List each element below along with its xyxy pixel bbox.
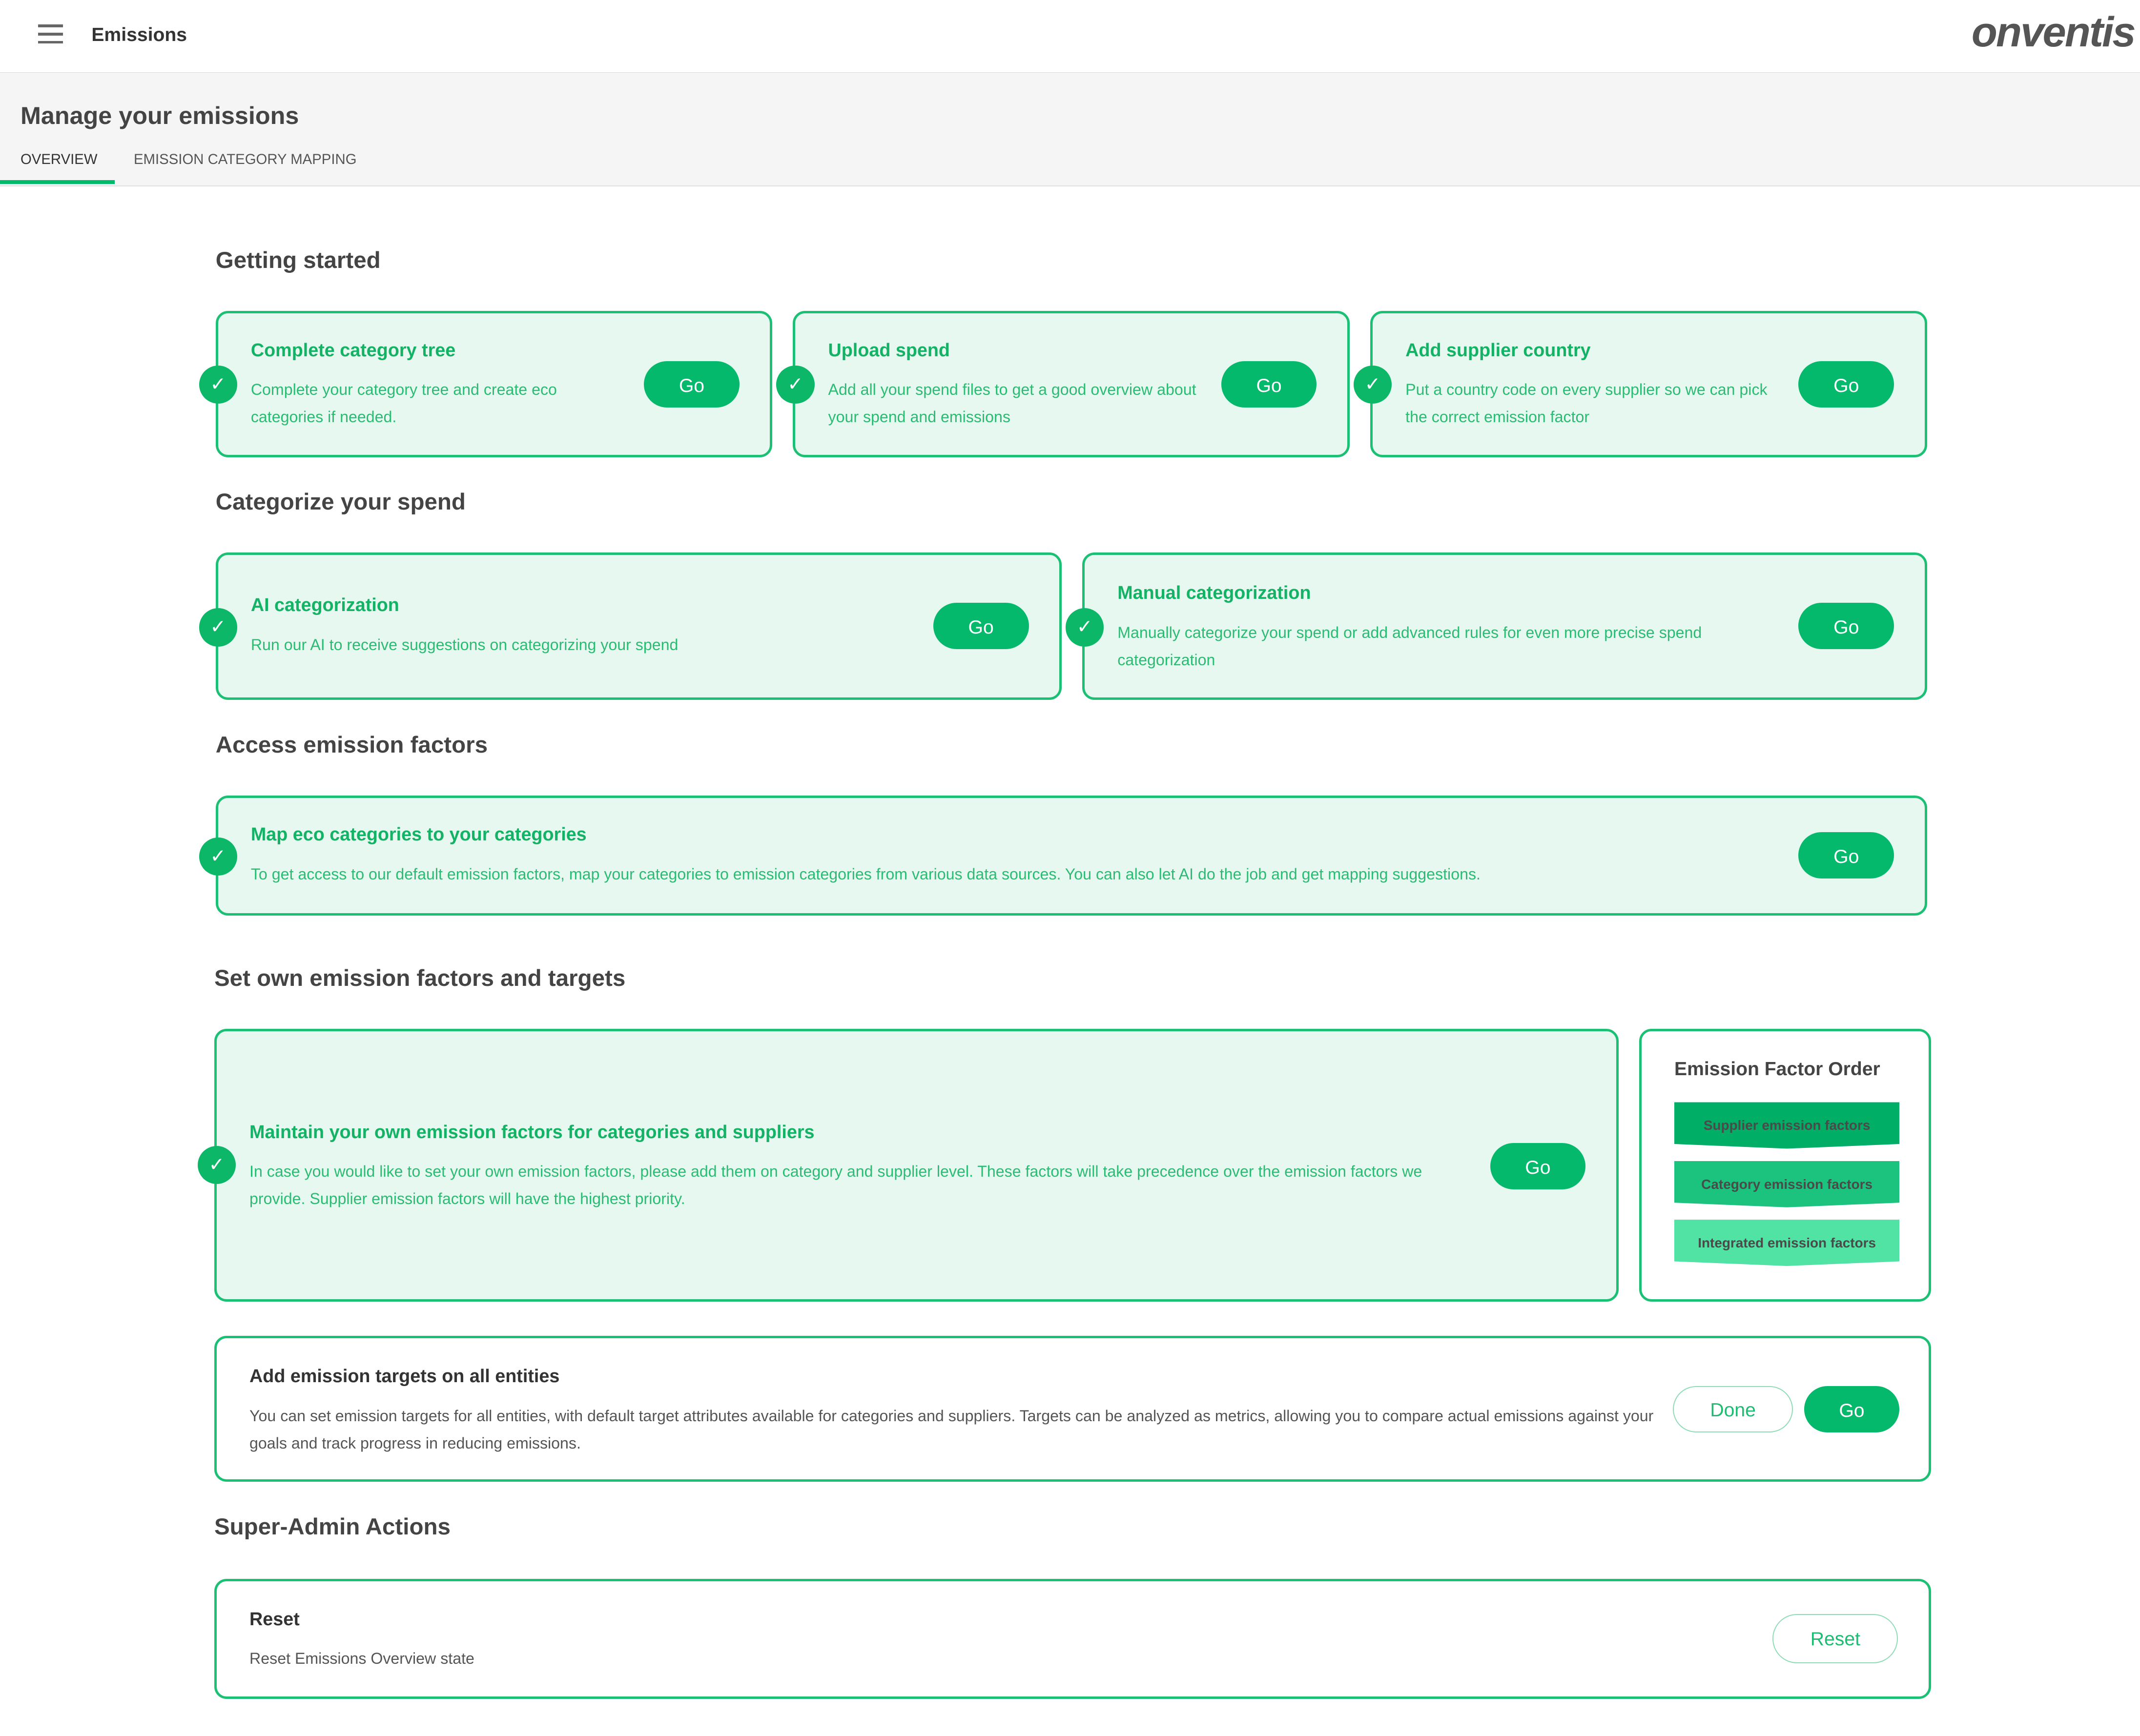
card-complete-category-tree: Complete category tree Complete your cat…	[199, 311, 773, 457]
card-description: Reset Emissions Overview state	[249, 1650, 474, 1668]
go-button[interactable]: Go	[1804, 1386, 1900, 1433]
card-description: Add all your spend files to get a good o…	[828, 381, 1196, 426]
onventis-logo: onventis	[1971, 8, 2136, 56]
go-button[interactable]: Go	[1798, 603, 1894, 650]
hamburger-icon[interactable]	[38, 24, 63, 44]
go-button[interactable]: Go	[644, 361, 740, 408]
card-map-eco-categories: Map eco categories to your categories To…	[199, 796, 1927, 916]
go-button[interactable]: Go	[933, 603, 1029, 650]
go-button[interactable]: Go	[1798, 361, 1894, 408]
check-icon: ✓	[199, 365, 237, 404]
card-title: Manual categorization	[1117, 582, 1311, 603]
page-header	[0, 73, 2140, 187]
page-title: Manage your emissions	[20, 101, 299, 129]
check-icon: ✓	[199, 837, 237, 876]
card-title: Add supplier country	[1405, 339, 1591, 360]
card-description: Run our AI to receive suggestions on cat…	[250, 635, 679, 654]
order-item-category: Category emission factors	[1674, 1161, 1900, 1207]
emission-factor-order-title: Emission Factor Order	[1674, 1059, 1880, 1080]
card-manual-categorization: Manual categorization Manually categoriz…	[1066, 552, 1927, 700]
card-maintain-emission-factors: Maintain your own emission factors for c…	[197, 1029, 1619, 1302]
check-icon: ✓	[1066, 608, 1104, 647]
section-title-super-admin: Super-Admin Actions	[214, 1513, 451, 1540]
card-reset: Reset Reset Emissions Overview state Res…	[214, 1578, 1932, 1699]
go-button[interactable]: Go	[1490, 1143, 1586, 1190]
active-tab-indicator	[0, 180, 115, 184]
card-description: To get access to our default emission fa…	[250, 865, 1481, 883]
card-title: Complete category tree	[250, 339, 456, 360]
section-title-own-factors: Set own emission factors and targets	[214, 965, 626, 991]
card-description: In case you would like to set your own e…	[249, 1163, 1422, 1208]
card-description: Manually categorize your spend or add ad…	[1117, 623, 1702, 669]
card-title: Upload spend	[828, 339, 950, 360]
section-title-access: Access emission factors	[215, 732, 488, 758]
reset-button[interactable]: Reset	[1772, 1613, 1898, 1663]
check-icon: ✓	[197, 1145, 236, 1185]
card-title: AI categorization	[250, 594, 399, 615]
emission-factor-order-panel: Emission Factor Order Supplier emission …	[1639, 1029, 1932, 1302]
card-add-supplier-country: Add supplier country Put a country code …	[1353, 311, 1927, 457]
card-title: Maintain your own emission factors for c…	[249, 1121, 815, 1142]
order-item-supplier: Supplier emission factors	[1674, 1102, 1900, 1149]
card-title: Map eco categories to your categories	[250, 824, 587, 845]
order-item-integrated: Integrated emission factors	[1674, 1219, 1900, 1266]
app-title: Emissions	[91, 24, 187, 46]
check-icon: ✓	[199, 608, 237, 647]
go-button[interactable]: Go	[1221, 361, 1317, 408]
check-icon: ✓	[1353, 365, 1392, 404]
card-upload-spend: Upload spend Add all your spend files to…	[776, 311, 1350, 457]
card-title: Add emission targets on all entities	[249, 1366, 560, 1387]
section-title-getting-started: Getting started	[215, 247, 381, 274]
tab-emission-category-mapping[interactable]: EMISSION CATEGORY MAPPING	[133, 151, 357, 168]
card-description: Put a country code on every supplier so …	[1405, 381, 1768, 426]
card-emission-targets: Add emission targets on all entities You…	[214, 1336, 1932, 1482]
top-bar	[0, 0, 2140, 74]
go-button[interactable]: Go	[1798, 832, 1894, 878]
check-icon: ✓	[776, 365, 815, 404]
card-title: Reset	[249, 1608, 300, 1629]
done-button[interactable]: Done	[1673, 1386, 1793, 1433]
card-description: Complete your category tree and create e…	[250, 381, 557, 426]
section-title-categorize: Categorize your spend	[215, 489, 466, 515]
card-ai-categorization: AI categorization Run our AI to receive …	[199, 552, 1062, 700]
tab-overview[interactable]: OVERVIEW	[20, 151, 98, 168]
card-description: You can set emission targets for all ent…	[249, 1407, 1654, 1452]
